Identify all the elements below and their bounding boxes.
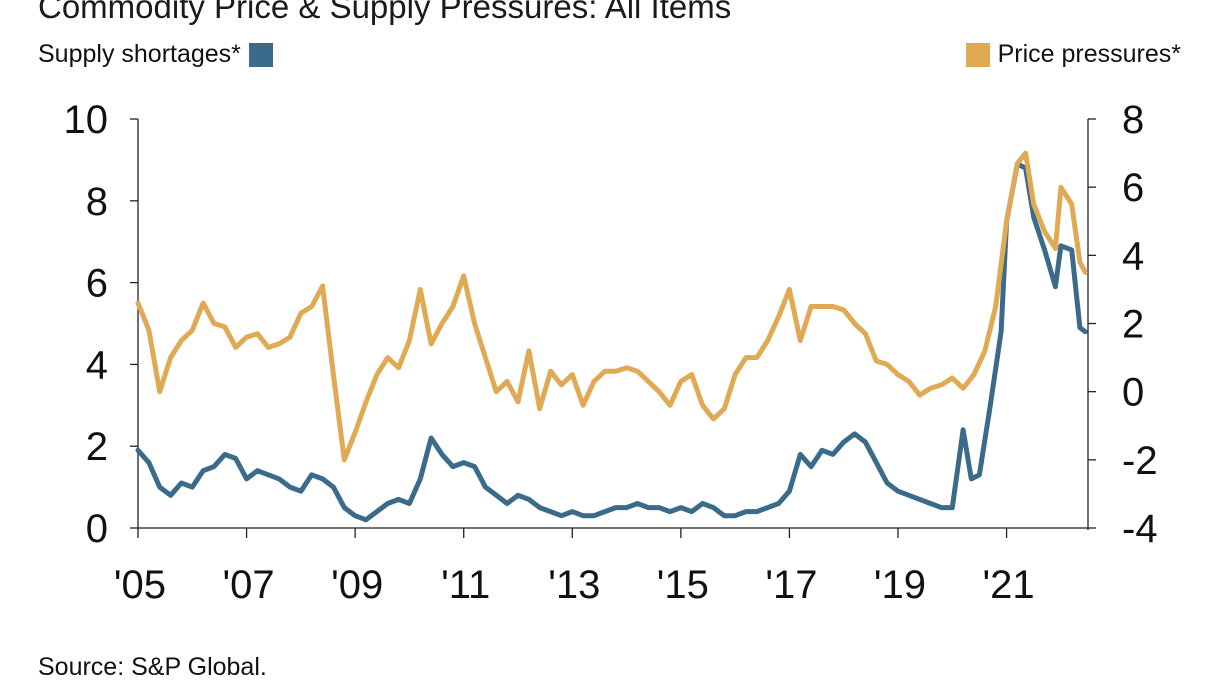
y-right-tick-label: -2 <box>1122 439 1158 483</box>
y-left-tick-label: 10 <box>64 98 109 142</box>
legend-price-swatch <box>965 42 990 67</box>
y-left-tick-label: 0 <box>86 507 108 551</box>
y-left-tick-label: 2 <box>86 425 108 469</box>
y-right-tick-label: -4 <box>1122 507 1158 551</box>
price-pressures-line <box>135 150 1088 463</box>
x-tick-label: '17 <box>765 563 817 607</box>
y-right-tick-label: 0 <box>1122 371 1144 415</box>
source-note: Source: S&P Global. <box>38 653 267 681</box>
y-right-tick-label: 4 <box>1122 234 1144 278</box>
supply-shortages-line <box>135 161 1088 523</box>
x-tick-label: '07 <box>223 563 275 607</box>
legend-supply-swatch <box>248 42 273 67</box>
chart-title: Commodity Price & Supply Pressures: All … <box>38 0 732 25</box>
x-tick-label: '13 <box>548 563 600 607</box>
x-tick-label: '21 <box>983 563 1035 607</box>
x-tick-label: '15 <box>657 563 709 607</box>
y-right-tick-label: 6 <box>1122 166 1144 210</box>
x-tick-label: '19 <box>874 563 926 607</box>
y-right-tick-label: 2 <box>1122 303 1144 347</box>
y-left-tick-label: 8 <box>86 180 108 224</box>
legend-price: Price pressures* <box>965 40 1181 69</box>
y-left-tick-label: 4 <box>86 343 108 387</box>
legend-price-label: Price pressures* <box>997 40 1181 68</box>
x-tick-label: '11 <box>441 563 490 607</box>
y-right-tick-label: 8 <box>1122 98 1144 142</box>
legend-supply: Supply shortages* <box>38 40 273 69</box>
legend-supply-label: Supply shortages* <box>38 40 241 68</box>
y-left-tick-label: 6 <box>86 262 108 306</box>
x-tick-label: '09 <box>331 563 383 607</box>
x-tick-label: '05 <box>114 563 166 607</box>
